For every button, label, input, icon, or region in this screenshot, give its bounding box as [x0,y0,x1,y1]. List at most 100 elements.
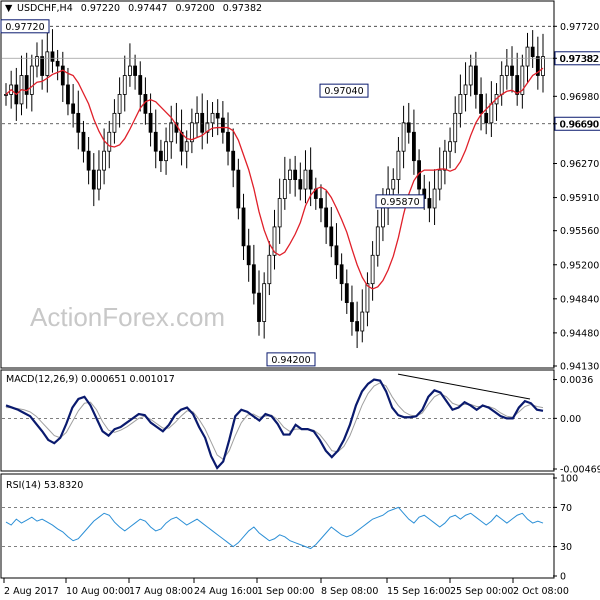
candle-body [350,302,354,322]
candle-body [189,122,194,143]
candle-body [504,65,509,76]
rsi-tick-label: 30 [560,542,572,553]
candle-body [412,131,416,162]
candle-body [71,103,76,114]
x-tick-label: 17 Aug 08:00 [129,586,193,597]
annotation-support: 0.96690 [559,119,598,130]
rsi-series: RSI(14) 53.8320 [2,480,553,550]
candle-body [530,46,535,57]
candle-body [401,122,406,152]
candle-body [200,112,205,133]
annotation-swing-low-box [375,194,425,209]
header-low: 0.97200 [175,3,214,14]
macd-tick-label: 0.00 [560,414,581,425]
candle-body [169,122,174,143]
candle-body [272,226,277,256]
candle-body [406,122,411,133]
annotation-current: 0.97382 [559,54,598,65]
rsi-line [5,506,544,550]
candle-body [535,56,540,76]
price-tick-label: 0.96690 [560,119,599,130]
price-tick-label: 0.94130 [560,362,599,373]
candle-body [303,169,308,190]
price-tick-label: 0.97382 [560,54,599,65]
price-tick-label: 0.95910 [560,193,599,204]
candle-body [4,94,8,96]
candle-body [437,169,442,190]
dropdown-arrow-icon[interactable]: ▼ [5,3,13,14]
candle-body [288,169,292,180]
rsi-panel [0,473,555,579]
candle-body [277,198,282,228]
candle-body [463,84,468,95]
candle-body [24,75,29,95]
candle-body [365,283,370,313]
header-symbol: USDCHF,H4 [17,3,73,14]
candle-body [220,117,225,133]
candle-body [298,179,303,190]
x-tick-label: 2 Aug 2017 [4,586,59,597]
price-tick-label: 0.95560 [560,226,599,237]
candle-body [76,112,81,133]
candle-body [319,198,323,209]
candle-body [334,245,339,266]
chart-header: USDCHF,H4 0.97220 0.97447 0.97200 0.9738… [17,3,262,14]
candle-body [257,292,261,322]
price-series: 0.97720 0.97382 0.97040 0.95870 0.96690 0.942… [0,19,600,367]
rsi-tick-label: 0 [560,572,566,583]
candle-body [458,94,463,114]
moving-average-line [5,67,544,290]
candle-body [525,46,530,67]
candle-body [324,207,329,228]
candle-body [499,75,504,95]
candle-body [448,141,452,152]
x-tick-label: 2 Oct 08:00 [513,586,569,597]
candle-body [195,112,199,124]
annotation-high-box [0,19,50,34]
candle-body [35,56,39,67]
candle-body [442,150,447,171]
macd-main-line [5,378,544,470]
price-tick-label: 0.94840 [560,294,599,305]
x-tick-label: 8 Sep 08:00 [321,586,378,597]
candle-body [391,179,396,190]
candle-body [122,75,127,95]
candle-body [231,150,236,171]
macd-series: MACD(12,26,9) 0.000651 0.001017 [2,373,553,470]
candle-body [133,65,137,76]
candle-body [210,112,215,124]
candle-body [396,150,401,180]
watermark: ActionForex.com [30,302,225,332]
price-tick-label: 0.96980 [560,92,599,103]
candle-body [329,226,334,247]
rsi-tick-label: 100 [560,474,578,485]
price-tick-label: 0.94480 [560,328,599,339]
annotation-swing-low: 0.95870 [380,197,419,208]
candle-body [375,226,380,256]
annotation-swing-high-box [319,83,369,98]
price-tick-label: 0.96270 [560,159,599,170]
candle-body [339,264,344,285]
price-panel [0,0,555,369]
macd-title: MACD(12,26,9) 0.000651 0.001017 [6,374,175,385]
price-tick-label: 0.95200 [560,260,599,271]
candle-body [164,141,168,162]
candle-body [159,150,163,162]
candle-body [117,94,122,114]
rsi-tick-label: 70 [560,503,572,514]
macd-tick-label: -0.004696 [560,465,600,476]
macd-trendline [397,373,531,400]
x-tick-label: 24 Aug 16:00 [194,586,258,597]
candle-body [128,65,132,76]
candle-body [515,75,520,95]
candle-body [55,60,60,67]
candle-body [81,131,86,152]
candle-body [29,65,34,95]
annotation-high: 0.97720 [5,22,44,33]
candle-body [102,150,107,171]
candle-body [251,264,256,294]
candle-body [468,65,473,86]
candle-body [66,84,70,105]
candle-body [107,131,112,152]
